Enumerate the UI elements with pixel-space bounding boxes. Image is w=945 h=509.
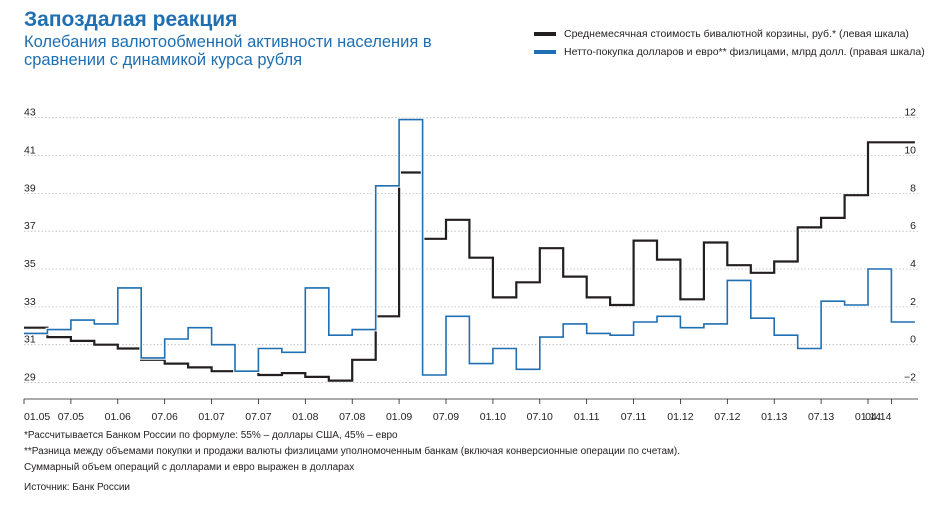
x-tick-label: 01.12 bbox=[667, 411, 693, 423]
left-tick-label: 43 bbox=[24, 107, 36, 119]
right-tick-label: 12 bbox=[904, 107, 916, 119]
x-tick-label: 07.09 bbox=[433, 411, 459, 423]
x-tick-label: 01.11 bbox=[574, 411, 600, 423]
right-tick-label: 6 bbox=[910, 220, 916, 232]
right-tick-label: 10 bbox=[904, 145, 916, 157]
x-tick-label: 07.07 bbox=[245, 411, 271, 423]
series-line-net-purchase bbox=[24, 118, 915, 376]
x-tick-label: 07.06 bbox=[152, 411, 178, 423]
x-tick-label: 07.11 bbox=[621, 411, 647, 423]
chart-title: Запоздалая реакция bbox=[24, 8, 238, 31]
legend-item-net-purchase: Нетто-покупка долларов и евро** физлицам… bbox=[534, 43, 925, 61]
legend-label-net-purchase: Нетто-покупка долларов и евро** физлицам… bbox=[564, 46, 925, 58]
legend: Среднемесячная стоимость бивалютной корз… bbox=[534, 25, 925, 61]
chart-subtitle: Колебания валютообменной активности насе… bbox=[24, 33, 432, 69]
x-tick-label: 01.14 bbox=[855, 411, 881, 423]
legend-item-basket: Среднемесячная стоимость бивалютной корз… bbox=[534, 25, 925, 43]
legend-swatch-basket bbox=[534, 32, 556, 36]
x-tick-label: 01.08 bbox=[292, 411, 318, 423]
left-tick-label: 29 bbox=[24, 372, 36, 384]
left-tick-label: 37 bbox=[24, 220, 36, 232]
right-axis: −2 0 2 4 6 8 10 12 bbox=[904, 107, 916, 384]
footnotes: *Рассчитывается Банком России по формуле… bbox=[24, 428, 680, 476]
footnote-3: Суммарный объем операций с долларами и е… bbox=[24, 462, 355, 473]
footnote-2: **Разница между объемами покупки и прода… bbox=[24, 446, 681, 457]
x-tick-label: 07.12 bbox=[714, 411, 740, 423]
footnote-1: *Рассчитывается Банком России по формуле… bbox=[24, 430, 398, 441]
x-axis: 01.05 07.05 01.06 07.06 01.07 07.07 01.08 07.08… bbox=[23, 398, 918, 423]
series-lines bbox=[24, 117, 915, 383]
left-tick-label: 33 bbox=[24, 296, 36, 308]
x-tick-label: 01.10 bbox=[480, 411, 506, 423]
left-tick-label: 39 bbox=[24, 182, 36, 194]
x-tick-label: 01.06 bbox=[105, 411, 131, 423]
right-tick-label: −2 bbox=[904, 372, 916, 384]
left-axis: 29 31 33 35 37 39 41 43 bbox=[24, 107, 36, 384]
x-tick-label: 01.07 bbox=[198, 411, 224, 423]
x-tick-label: 04.14 bbox=[865, 411, 891, 423]
right-tick-label: 0 bbox=[910, 334, 916, 346]
x-tick-label: 07.10 bbox=[527, 411, 553, 423]
right-tick-label: 8 bbox=[910, 182, 916, 194]
x-tick-label: 07.08 bbox=[339, 411, 365, 423]
x-tick-label: 01.09 bbox=[386, 411, 412, 423]
right-tick-label: 4 bbox=[910, 258, 916, 270]
left-tick-label: 31 bbox=[24, 334, 36, 346]
legend-swatch-net-purchase bbox=[534, 50, 556, 54]
series-line-basket bbox=[24, 141, 915, 382]
legend-label-basket: Среднемесячная стоимость бивалютной корз… bbox=[564, 28, 909, 40]
x-tick-label: 07.05 bbox=[58, 411, 84, 423]
left-tick-label: 35 bbox=[24, 258, 36, 270]
source-note: Источник: Банк России bbox=[24, 482, 131, 493]
x-tick-label: 07.13 bbox=[808, 411, 834, 423]
left-tick-label: 41 bbox=[24, 145, 36, 157]
x-tick-label: 01.05 bbox=[24, 411, 50, 423]
right-tick-label: 2 bbox=[910, 296, 916, 308]
x-tick-label: 01.13 bbox=[761, 411, 787, 423]
